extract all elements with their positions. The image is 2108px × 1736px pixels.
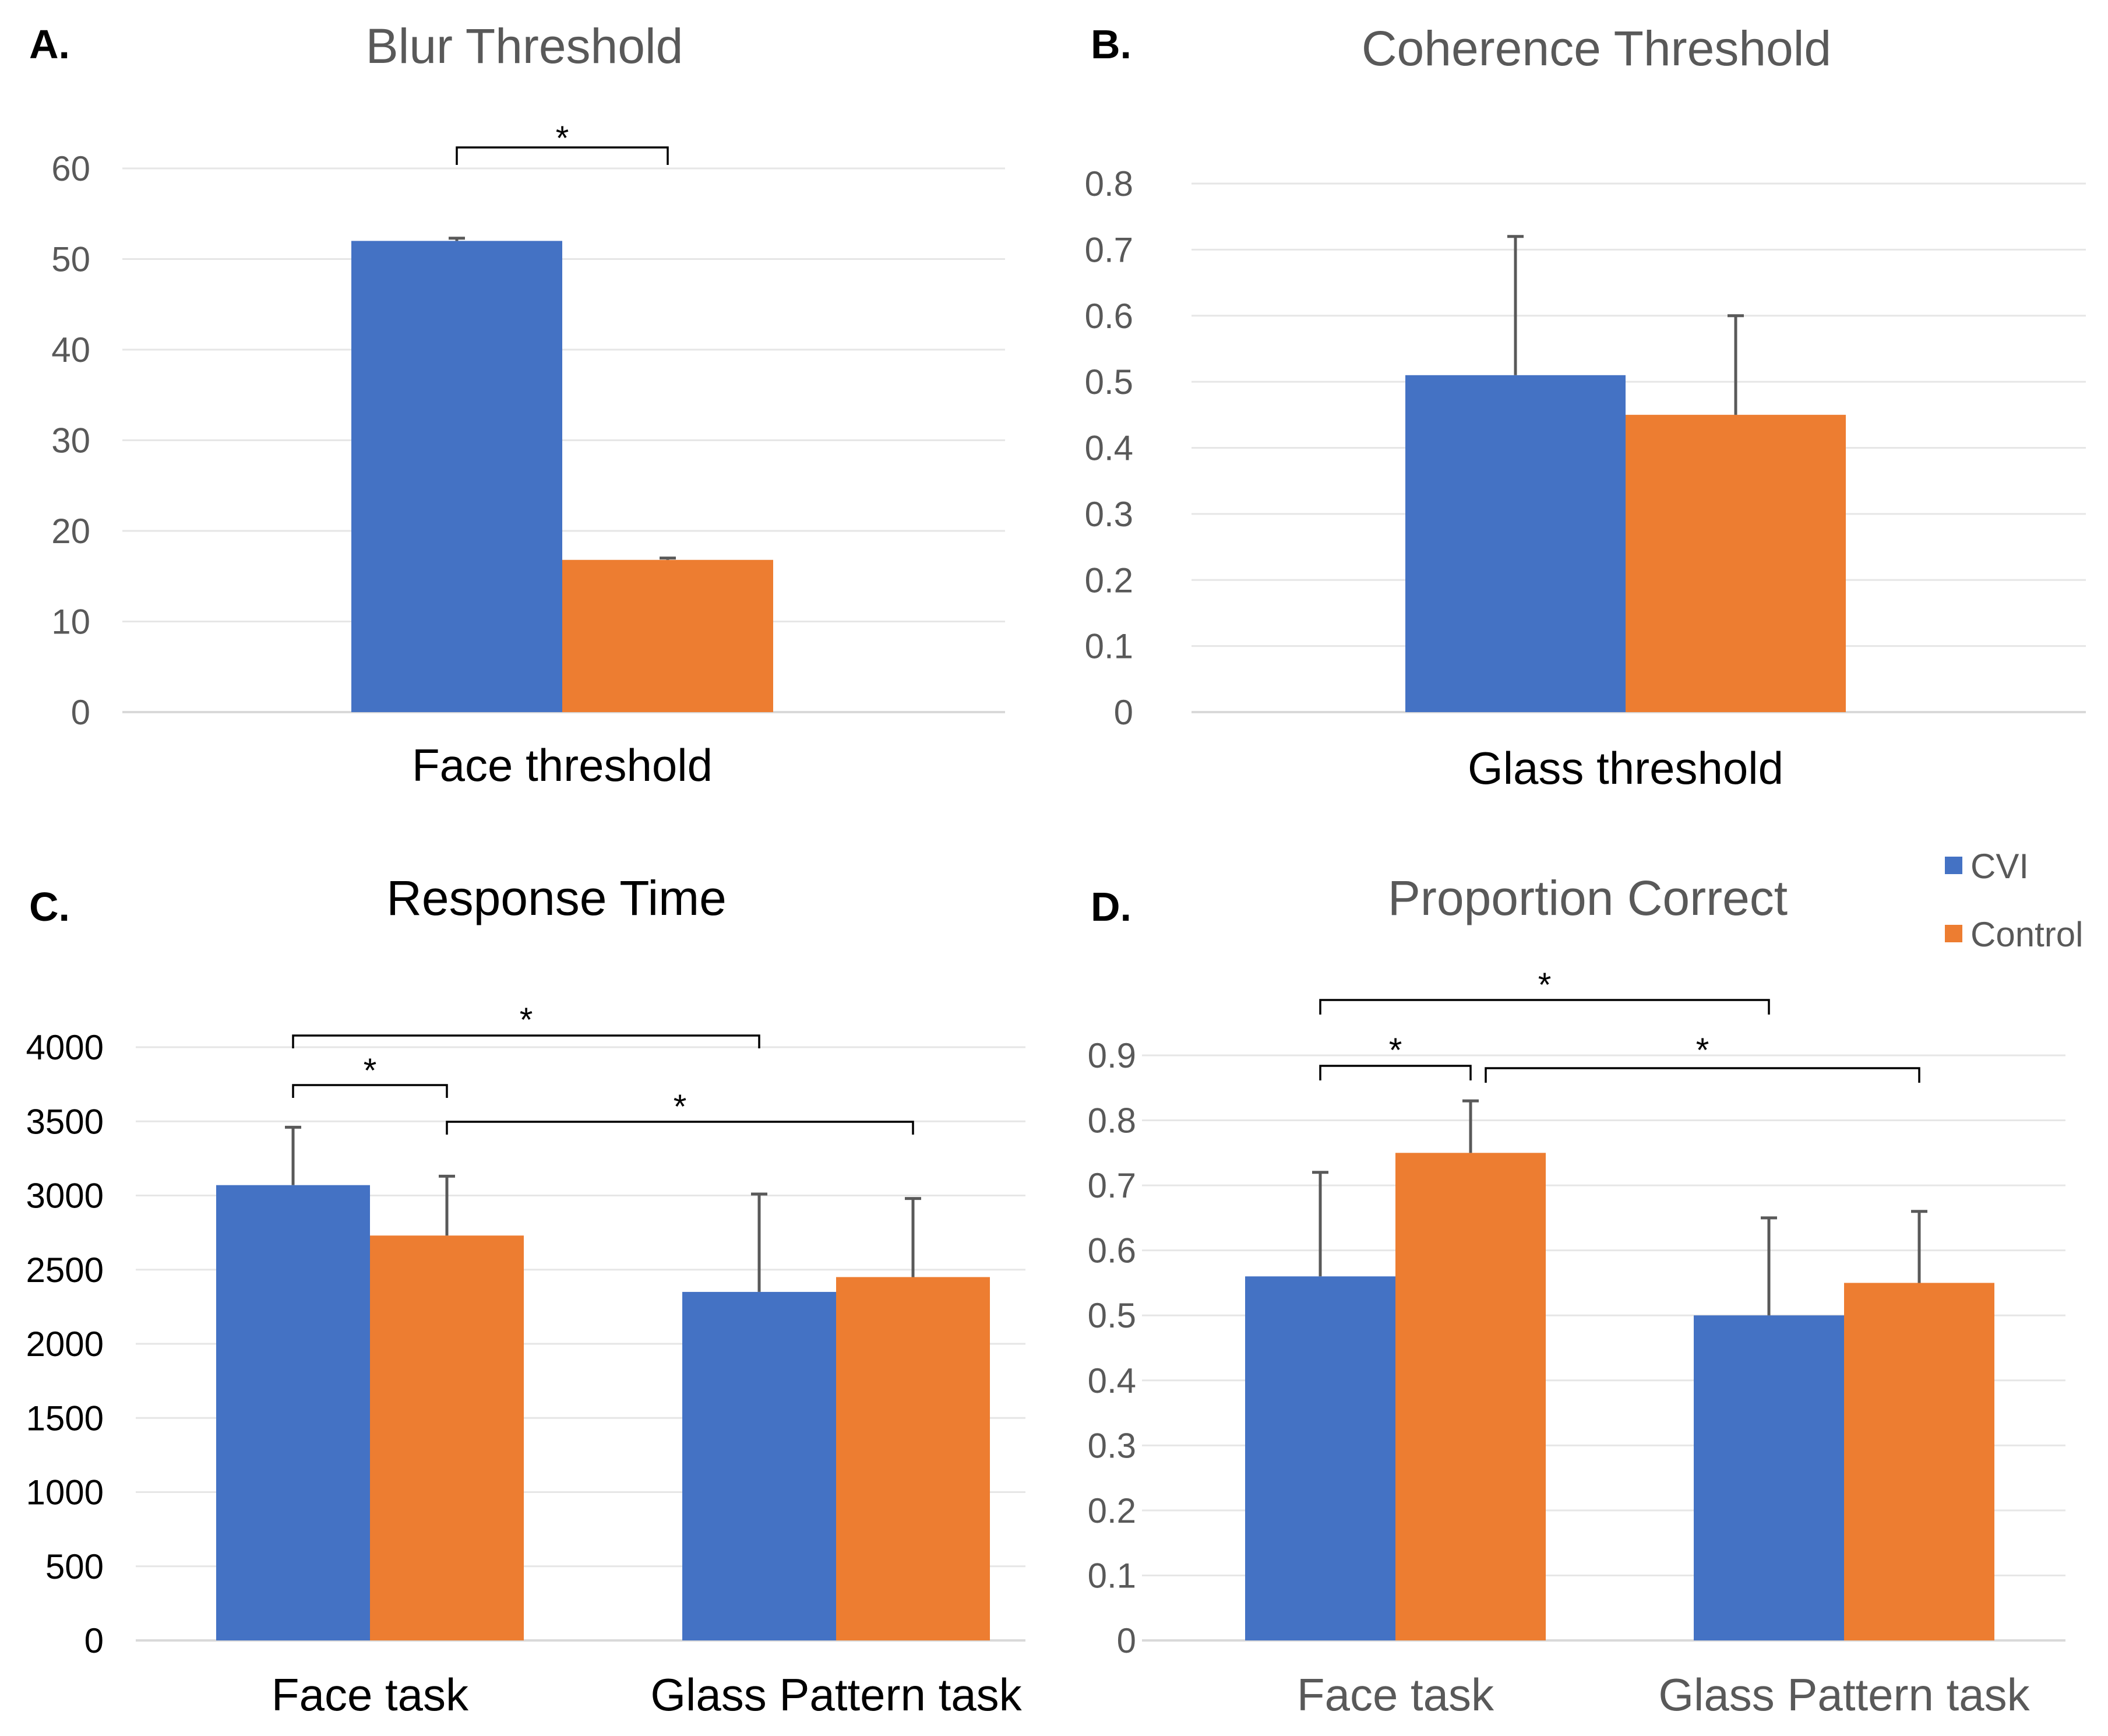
significance-bracket — [456, 146, 669, 165]
y-tick-label: 0.2 — [1088, 1491, 1136, 1530]
bar-control — [1844, 1283, 1994, 1640]
y-tick-label: 0 — [1114, 693, 1133, 732]
y-tick-label: 0 — [84, 1621, 104, 1660]
bar-cvi — [351, 241, 562, 712]
y-tick-label: 3500 — [26, 1102, 104, 1141]
significance-star: * — [674, 1088, 687, 1126]
y-tick-label: 20 — [51, 512, 90, 551]
y-tick-label: 0 — [71, 693, 90, 732]
significance-bracket — [446, 1121, 914, 1135]
panel-c-letter: C. — [29, 884, 70, 929]
significance-star: * — [1538, 966, 1552, 1004]
y-tick-label: 0.4 — [1088, 1361, 1136, 1400]
y-tick-label: 0.3 — [1085, 495, 1133, 534]
panel-a-title: Blur Threshold — [366, 19, 683, 73]
legend: CVI Control — [1945, 847, 2083, 954]
bar-control — [1395, 1153, 1546, 1640]
significance-bracket — [292, 1084, 448, 1098]
y-tick-label: 0.8 — [1085, 164, 1133, 203]
bar-control — [836, 1277, 990, 1640]
y-tick-label: 0.8 — [1088, 1101, 1136, 1140]
y-tick-label: 0.6 — [1085, 297, 1133, 336]
y-tick-label: 0.1 — [1085, 627, 1133, 666]
panel-c-marks: 0 500 1000 1500 2000 2500 3000 3500 4000 * * * — [26, 1001, 1025, 1660]
y-tick-label: 0.5 — [1088, 1296, 1136, 1335]
significance-star: * — [1389, 1031, 1402, 1069]
panel-d-letter: D. — [1091, 884, 1131, 929]
bar-control — [370, 1235, 524, 1640]
legend-label-cvi: CVI — [1970, 847, 2029, 886]
y-tick-label: 0.3 — [1088, 1426, 1136, 1465]
y-tick-label: 2500 — [26, 1251, 104, 1290]
significance-star: * — [364, 1052, 377, 1090]
y-tick-label: 10 — [51, 603, 90, 642]
panel-b-title: Coherence Threshold — [1362, 21, 1831, 76]
y-tick-label: 30 — [51, 421, 90, 460]
y-tick-label: 3000 — [26, 1177, 104, 1216]
significance-bracket — [1319, 999, 1770, 1015]
y-tick-label: 50 — [51, 240, 90, 279]
panel-c-title: Response Time — [386, 871, 727, 925]
y-tick-label: 0.7 — [1088, 1166, 1136, 1205]
y-tick-label: 2000 — [26, 1325, 104, 1364]
bar-cvi — [1405, 375, 1626, 712]
y-tick-label: 500 — [45, 1547, 104, 1586]
panel-b-marks: 0 0.1 0.2 0.3 0.4 0.5 0.6 0.7 0.8 — [1085, 164, 2086, 732]
bar-control — [562, 559, 773, 712]
y-tick-label: 0.5 — [1085, 362, 1133, 402]
y-tick-label: 1000 — [26, 1473, 104, 1512]
panel-d-category-label-2: Glass Pattern task — [1658, 1669, 2030, 1720]
bar-cvi — [1694, 1315, 1844, 1640]
y-tick-label: 0.1 — [1088, 1556, 1136, 1595]
y-tick-label: 0.4 — [1085, 429, 1133, 468]
significance-bracket — [1319, 1065, 1472, 1080]
y-tick-label: 0.2 — [1085, 561, 1133, 600]
significance-bracket — [292, 1034, 760, 1048]
y-tick-label: 60 — [51, 149, 90, 188]
panel-b-letter: B. — [1091, 22, 1131, 67]
significance-star: * — [520, 1001, 533, 1039]
y-tick-label: 0.7 — [1085, 230, 1133, 269]
y-tick-label: 1500 — [26, 1399, 104, 1438]
bar-cvi — [682, 1291, 836, 1640]
panel-c-category-label-2: Glass Pattern task — [650, 1669, 1022, 1720]
panel-a: A. Blur Threshold Face threshold 0 10 20 30… — [29, 19, 1005, 791]
panel-b: B. Coherence Threshold Glass threshold 0… — [1085, 21, 2086, 794]
legend-label-control: Control — [1970, 915, 2083, 954]
panel-d-marks: 0 0.1 0.2 0.3 0.4 0.5 0.6 0.7 0.8 0.9 * * * — [1088, 966, 2065, 1660]
legend-swatch-control — [1945, 925, 1962, 942]
y-tick-label: 0.9 — [1088, 1036, 1136, 1075]
significance-star: * — [556, 119, 569, 157]
significance-bracket — [1485, 1067, 1920, 1083]
bar-control — [1626, 414, 1846, 712]
panel-d-title: Proportion Correct — [1388, 871, 1788, 925]
legend-swatch-cvi — [1945, 857, 1962, 874]
panel-c: C. Response Time Face task Glass Pattern… — [26, 871, 1025, 1720]
significance-star: * — [1696, 1031, 1709, 1069]
y-tick-label: 40 — [51, 330, 90, 369]
panel-b-category-label: Glass threshold — [1468, 742, 1783, 794]
panel-c-category-label-1: Face task — [272, 1669, 469, 1720]
bar-cvi — [216, 1185, 370, 1640]
panel-a-letter: A. — [29, 22, 70, 67]
bar-cvi — [1245, 1276, 1395, 1640]
y-tick-label: 4000 — [26, 1028, 104, 1067]
panel-a-category-label: Face threshold — [412, 740, 713, 791]
y-tick-label: 0.6 — [1088, 1231, 1136, 1270]
panel-d: D. Proportion Correct Face task Glass Pa… — [1088, 871, 2065, 1720]
panel-d-category-label-1: Face task — [1297, 1669, 1494, 1720]
y-tick-label: 0 — [1117, 1621, 1136, 1660]
panel-a-marks: 0 10 20 30 40 50 60 * — [51, 119, 1005, 732]
